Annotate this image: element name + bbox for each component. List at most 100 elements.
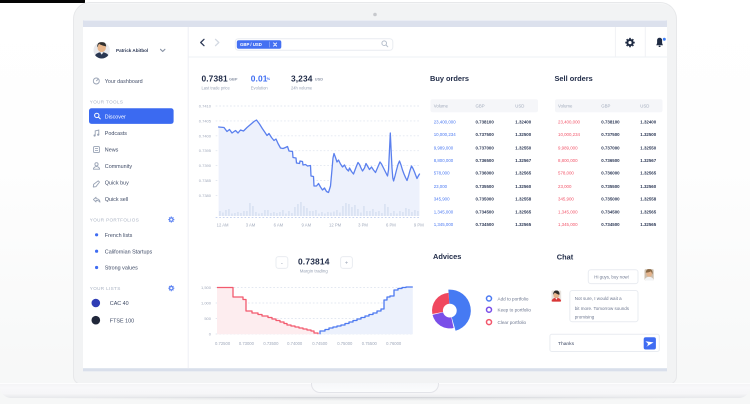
svg-text:0.74500: 0.74500 bbox=[312, 341, 328, 346]
svg-text:1.32400: 1.32400 bbox=[515, 120, 531, 125]
svg-text:0.735000: 0.735000 bbox=[476, 197, 495, 202]
svg-text:0: 0 bbox=[209, 332, 212, 337]
svg-text:0.735000: 0.735000 bbox=[601, 197, 620, 202]
svg-text:23,400,000: 23,400,000 bbox=[558, 120, 581, 125]
svg-text:9,989,000: 9,989,000 bbox=[434, 145, 454, 150]
svg-text:GBP: GBP bbox=[476, 104, 485, 109]
svg-text:YOUR LISTS: YOUR LISTS bbox=[90, 286, 121, 291]
svg-text:1.32500: 1.32500 bbox=[640, 132, 656, 137]
svg-text:Hi guys, buy now!: Hi guys, buy now! bbox=[594, 275, 629, 280]
svg-text:0.7405: 0.7405 bbox=[199, 118, 212, 123]
svg-text:12 AM: 12 AM bbox=[217, 223, 229, 228]
svg-text:1,345,000: 1,345,000 bbox=[434, 222, 454, 227]
svg-text:1.32565: 1.32565 bbox=[640, 222, 656, 227]
svg-text:1.32565: 1.32565 bbox=[640, 171, 656, 176]
svg-text:Chat: Chat bbox=[557, 253, 574, 262]
svg-text:578,000: 578,000 bbox=[434, 171, 450, 176]
svg-text:0.75500: 0.75500 bbox=[362, 341, 378, 346]
svg-text:Community: Community bbox=[105, 164, 133, 170]
svg-text:Volume: Volume bbox=[558, 104, 573, 109]
svg-text:0.7395: 0.7395 bbox=[199, 148, 212, 153]
svg-text:Clear portfolio: Clear portfolio bbox=[498, 320, 527, 325]
svg-text:0.737000: 0.737000 bbox=[476, 145, 495, 150]
svg-text:0.735500: 0.735500 bbox=[476, 184, 495, 189]
svg-text:CAC 40: CAC 40 bbox=[110, 301, 129, 307]
svg-text:1.32500: 1.32500 bbox=[515, 132, 531, 137]
svg-text:0.734500: 0.734500 bbox=[476, 209, 495, 214]
svg-text:3 AM: 3 AM bbox=[246, 223, 256, 228]
svg-text:Your dashboard: Your dashboard bbox=[105, 79, 143, 85]
svg-text:0.737500: 0.737500 bbox=[601, 132, 620, 137]
svg-text:12 PM: 12 PM bbox=[329, 223, 342, 228]
svg-text:Quick buy: Quick buy bbox=[105, 181, 129, 187]
svg-text:0.736000: 0.736000 bbox=[476, 171, 495, 176]
svg-text:0.738100: 0.738100 bbox=[476, 120, 495, 125]
svg-text:0.72500: 0.72500 bbox=[215, 341, 231, 346]
svg-text:Evolution: Evolution bbox=[251, 86, 269, 91]
svg-text:Thanks: Thanks bbox=[558, 341, 575, 347]
svg-text:USD: USD bbox=[515, 104, 524, 109]
svg-text:GBP / USD: GBP / USD bbox=[240, 42, 262, 47]
svg-text:Margin trading: Margin trading bbox=[300, 268, 329, 273]
svg-text:345,900: 345,900 bbox=[434, 197, 450, 202]
svg-text:9,989,000: 9,989,000 bbox=[558, 145, 578, 150]
svg-text:Not sure, I would wait a: Not sure, I would wait a bbox=[575, 296, 622, 301]
svg-text:Quick sell: Quick sell bbox=[105, 197, 128, 203]
svg-text:1.32565: 1.32565 bbox=[515, 222, 531, 227]
svg-text:Add to portfolio: Add to portfolio bbox=[498, 296, 529, 301]
svg-text:GBP: GBP bbox=[601, 104, 610, 109]
svg-text:0.736500: 0.736500 bbox=[476, 158, 495, 163]
svg-text:%: % bbox=[267, 76, 271, 81]
svg-text:Californian Startups: Californian Startups bbox=[105, 249, 153, 255]
svg-text:0.75000: 0.75000 bbox=[337, 341, 353, 346]
svg-text:0.738100: 0.738100 bbox=[601, 120, 620, 125]
svg-text:0.73814: 0.73814 bbox=[298, 256, 330, 266]
svg-text:bit more. Tomorrow sounds: bit more. Tomorrow sounds bbox=[575, 306, 630, 311]
svg-text:Podcasts: Podcasts bbox=[105, 131, 127, 137]
svg-text:1.32565: 1.32565 bbox=[640, 209, 656, 214]
svg-text:Volume: Volume bbox=[434, 104, 449, 109]
svg-text:1,000: 1,000 bbox=[201, 301, 212, 306]
svg-text:YOUR PORTFOLIOS: YOUR PORTFOLIOS bbox=[90, 218, 139, 223]
svg-text:3,234: 3,234 bbox=[291, 73, 313, 83]
svg-text:9 PM: 9 PM bbox=[414, 223, 424, 228]
svg-text:0.7410: 0.7410 bbox=[199, 104, 212, 109]
svg-text:French lists: French lists bbox=[105, 233, 133, 239]
svg-text:Sell orders: Sell orders bbox=[555, 74, 593, 83]
svg-text:10,000,234: 10,000,234 bbox=[434, 132, 457, 137]
svg-text:345,900: 345,900 bbox=[558, 197, 574, 202]
svg-text:6 AM: 6 AM bbox=[274, 223, 284, 228]
svg-text:0.737500: 0.737500 bbox=[476, 132, 495, 137]
svg-text:1.32400: 1.32400 bbox=[640, 120, 656, 125]
svg-text:1,345,000: 1,345,000 bbox=[558, 222, 578, 227]
svg-text:0.734500: 0.734500 bbox=[601, 209, 620, 214]
svg-text:0.7390: 0.7390 bbox=[199, 163, 212, 168]
svg-text:0.76000: 0.76000 bbox=[386, 341, 402, 346]
svg-text:YOUR TOOLS: YOUR TOOLS bbox=[90, 100, 123, 105]
svg-text:0.73500: 0.73500 bbox=[263, 341, 279, 346]
svg-text:USD: USD bbox=[640, 104, 649, 109]
svg-text:1.32558: 1.32558 bbox=[640, 197, 656, 202]
svg-text:FTSE 100: FTSE 100 bbox=[110, 318, 134, 324]
svg-text:GBP: GBP bbox=[229, 77, 238, 82]
svg-text:0.735500: 0.735500 bbox=[601, 184, 620, 189]
svg-text:1.32560: 1.32560 bbox=[515, 184, 531, 189]
svg-text:1.32550: 1.32550 bbox=[515, 145, 531, 150]
svg-text:Advices: Advices bbox=[433, 252, 461, 261]
svg-text:24h volume: 24h volume bbox=[291, 86, 313, 91]
svg-text:500: 500 bbox=[204, 316, 211, 321]
svg-text:0.736500: 0.736500 bbox=[601, 158, 620, 163]
svg-text:1,345,000: 1,345,000 bbox=[558, 209, 578, 214]
svg-text:1.32560: 1.32560 bbox=[640, 184, 656, 189]
svg-text:0.73000: 0.73000 bbox=[239, 341, 255, 346]
svg-text:Patrick Abitbol: Patrick Abitbol bbox=[116, 48, 148, 53]
svg-text:Discover: Discover bbox=[105, 115, 126, 121]
svg-text:23,400,000: 23,400,000 bbox=[434, 120, 457, 125]
svg-text:0.734500: 0.734500 bbox=[601, 222, 620, 227]
svg-text:News: News bbox=[105, 148, 119, 154]
svg-text:0.74000: 0.74000 bbox=[287, 341, 303, 346]
svg-text:Last trade price: Last trade price bbox=[202, 86, 231, 91]
svg-text:1.32565: 1.32565 bbox=[515, 171, 531, 176]
svg-text:8,800,000: 8,800,000 bbox=[434, 158, 454, 163]
svg-text:8,800,000: 8,800,000 bbox=[558, 158, 578, 163]
